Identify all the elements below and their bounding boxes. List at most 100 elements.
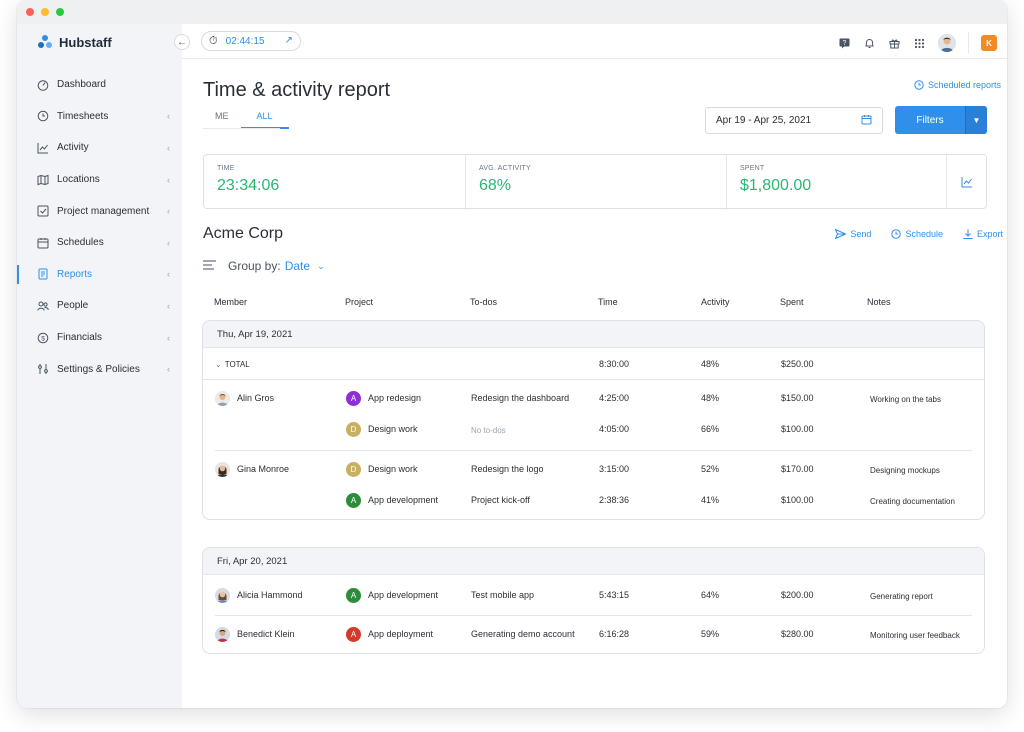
sidebar-item-label: Schedules xyxy=(57,237,104,249)
project-name[interactable]: Design work xyxy=(368,464,418,474)
sidebar-item-label: Dashboard xyxy=(57,79,106,91)
close-window-button[interactable] xyxy=(26,8,34,16)
project-name[interactable]: App deployment xyxy=(368,629,434,639)
activity-value: 41% xyxy=(701,495,720,505)
date-range-value: Apr 19 - Apr 25, 2021 xyxy=(716,115,812,126)
collapse-sidebar-button[interactable]: ← xyxy=(174,34,190,50)
maximize-window-button[interactable] xyxy=(56,8,64,16)
gift-icon[interactable] xyxy=(888,37,901,50)
activity-value: 48% xyxy=(701,393,720,403)
chevron-down-icon[interactable]: ▼ xyxy=(965,106,987,134)
sidebar-item-label: Project management xyxy=(57,205,150,217)
scheduled-reports-link[interactable]: Scheduled reports xyxy=(914,80,1001,90)
title-bar xyxy=(17,0,1007,24)
spent-value: $100.00 xyxy=(781,424,814,434)
column-header-project: Project xyxy=(345,297,374,307)
hubstaff-logo-icon xyxy=(38,35,52,48)
scope-tabs: ME ALL xyxy=(203,111,289,129)
app-name: Hubstaff xyxy=(59,34,112,50)
organization-switcher[interactable]: K xyxy=(981,35,997,51)
stopwatch-icon: ⏱ xyxy=(209,34,218,47)
report-actions: Send Schedule Export xyxy=(835,229,1003,239)
activity-value: 64% xyxy=(701,590,720,600)
sidebar-item-reports[interactable]: Reports ‹ xyxy=(17,259,182,291)
send-button[interactable]: Send xyxy=(835,229,871,239)
sidebar-item-label: People xyxy=(57,300,89,312)
todo-name[interactable]: Generating demo account xyxy=(471,629,575,639)
tab-all[interactable]: ALL xyxy=(240,111,289,129)
sidebar-item-locations[interactable]: Locations ‹ xyxy=(17,164,182,196)
note-text: Monitoring user feedback xyxy=(870,631,960,640)
spent-value: $280.00 xyxy=(781,629,814,639)
todo-name[interactable]: Redesign the logo xyxy=(471,464,544,474)
summary-time-value: 23:34:06 xyxy=(217,177,280,194)
timer-widget[interactable]: ⏱ 02:44:15 ↗ xyxy=(201,31,301,51)
tabs-underline xyxy=(203,128,280,129)
top-icons: ? K xyxy=(838,32,997,54)
summary-time: TIME 23:34:06 xyxy=(204,155,465,210)
project-badge: D xyxy=(346,422,361,437)
summary-panel: TIME 23:34:06 AVG. ACTIVITY 68% SPENT $1… xyxy=(203,154,987,210)
member-name: Alicia Hammond xyxy=(237,590,303,600)
chevron-down-icon: ⌄ xyxy=(317,260,325,271)
project-name[interactable]: App development xyxy=(368,590,439,600)
chevron-left-icon: ‹ xyxy=(167,237,170,248)
sidebar-item-project-management[interactable]: Project management ‹ xyxy=(17,195,182,227)
total-row-toggle[interactable]: ⌄ TOTAL xyxy=(215,360,250,369)
help-icon[interactable]: ? xyxy=(838,37,851,50)
spent-value: $200.00 xyxy=(781,590,814,600)
clock-icon xyxy=(37,110,49,122)
summary-activity: AVG. ACTIVITY 68% xyxy=(465,155,726,210)
chevron-left-icon: ‹ xyxy=(167,364,170,375)
note-text: Working on the tabs xyxy=(870,395,942,404)
avatar xyxy=(215,462,230,477)
summary-activity-label: AVG. ACTIVITY xyxy=(479,165,531,172)
app-window: Hubstaff Dashboard Timesheets ‹ Activity… xyxy=(17,0,1007,708)
chart-line-icon xyxy=(961,176,972,187)
sidebar-item-schedules[interactable]: Schedules ‹ xyxy=(17,227,182,259)
open-timer-icon[interactable]: ↗ xyxy=(284,35,293,46)
time-value: 2:38:36 xyxy=(599,495,630,505)
divider xyxy=(215,615,972,616)
sidebar-item-settings-policies[interactable]: Settings & Policies ‹ xyxy=(17,353,182,385)
project-name[interactable]: App redesign xyxy=(368,393,422,403)
filters-button[interactable]: Filters ▼ xyxy=(895,106,987,134)
project-name[interactable]: Design work xyxy=(368,424,418,434)
tab-me[interactable]: ME xyxy=(215,111,229,121)
sidebar-item-people[interactable]: People ‹ xyxy=(17,290,182,322)
svg-text:$: $ xyxy=(41,335,45,342)
sidebar-item-dashboard[interactable]: Dashboard xyxy=(17,69,182,101)
avatar xyxy=(215,627,230,642)
date-range-picker[interactable]: Apr 19 - Apr 25, 2021 xyxy=(705,107,883,134)
arrow-left-icon: ← xyxy=(177,36,187,48)
calendar-icon xyxy=(861,114,872,128)
chevron-left-icon: ‹ xyxy=(167,174,170,185)
sidebar-item-activity[interactable]: Activity ‹ xyxy=(17,132,182,164)
bell-icon[interactable] xyxy=(863,37,876,50)
time-value: 5:43:15 xyxy=(599,590,630,600)
todo-name[interactable]: Test mobile app xyxy=(471,590,535,600)
project-badge: A xyxy=(346,391,361,406)
apps-grid-icon[interactable] xyxy=(913,37,926,50)
summary-spent-label: SPENT xyxy=(740,165,765,172)
export-label: Export xyxy=(976,229,1003,239)
chart-toggle-button[interactable] xyxy=(946,155,986,208)
avatar xyxy=(215,588,230,603)
group-by-selector[interactable]: Group by: Date ⌄ xyxy=(203,259,325,273)
project-name[interactable]: App development xyxy=(368,495,439,505)
chevron-left-icon: ‹ xyxy=(167,142,170,153)
sliders-icon xyxy=(37,363,49,375)
schedule-button[interactable]: Schedule xyxy=(891,229,943,239)
send-icon xyxy=(835,229,847,239)
project-badge: A xyxy=(346,588,361,603)
export-button[interactable]: Export xyxy=(963,229,1003,239)
chart-line-icon xyxy=(37,142,49,154)
app-logo[interactable]: Hubstaff xyxy=(37,33,112,51)
user-avatar[interactable] xyxy=(938,34,956,52)
todo-name[interactable]: Redesign the dashboard xyxy=(471,393,570,403)
sidebar-item-financials[interactable]: $ Financials ‹ xyxy=(17,322,182,354)
todo-name[interactable]: Project kick-off xyxy=(471,495,530,505)
sidebar-item-timesheets[interactable]: Timesheets ‹ xyxy=(17,101,182,133)
minimize-window-button[interactable] xyxy=(41,8,49,16)
summary-time-label: TIME xyxy=(217,165,235,172)
